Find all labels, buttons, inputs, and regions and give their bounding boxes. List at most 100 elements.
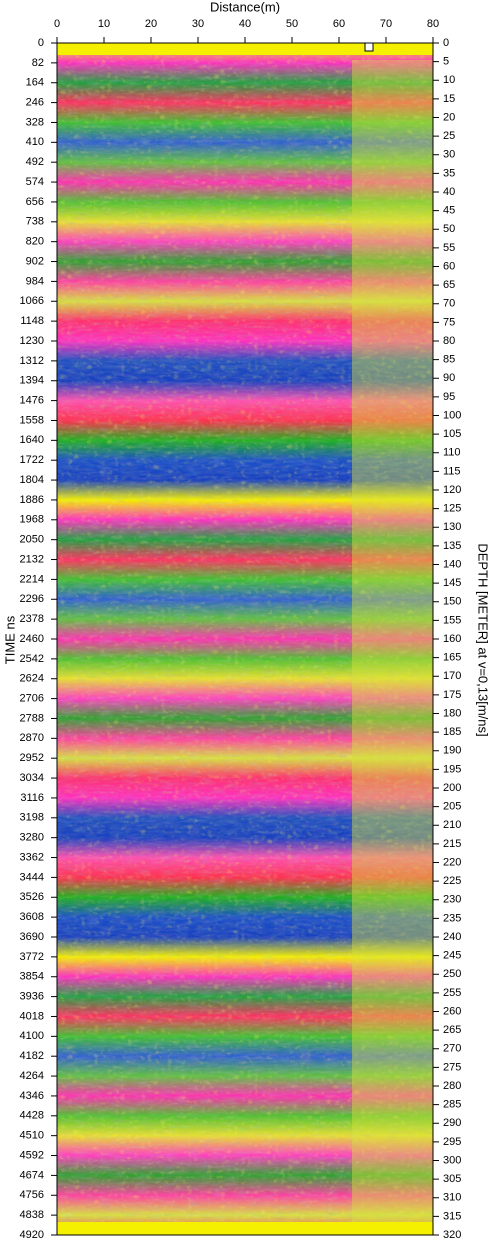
y-tick-label: 3936	[20, 991, 44, 1003]
y-tick-label: 2296	[20, 593, 44, 605]
y2-tick-label: 225	[443, 875, 461, 887]
x-tick-label: 10	[98, 18, 110, 30]
y-tick-label: 1886	[20, 494, 44, 506]
y2-tick-label: 80	[443, 335, 455, 347]
y-tick-label: 1476	[20, 395, 44, 407]
y2-tick-label: 245	[443, 950, 461, 962]
y-tick-label: 3034	[20, 772, 44, 784]
y2-tick-label: 130	[443, 521, 461, 533]
y-tick-label: 2870	[20, 732, 44, 744]
y2-tick-label: 210	[443, 819, 461, 831]
y-tick-label: 2952	[20, 752, 44, 764]
x-tick-label: 20	[145, 18, 157, 30]
y-tick-label: 246	[26, 97, 44, 109]
y2-tick-label: 285	[443, 1099, 461, 1111]
y2-tick-label: 190	[443, 745, 461, 757]
y-tick-label: 1312	[20, 355, 44, 367]
y-tick-label: 1968	[20, 514, 44, 526]
y-tick-label: 4838	[20, 1209, 44, 1221]
y-tick-label: 574	[26, 176, 44, 188]
y-tick-label: 4510	[20, 1130, 44, 1142]
y2-tick-label: 50	[443, 223, 455, 235]
y2-tick-label: 205	[443, 801, 461, 813]
y2-tick-label: 20	[443, 111, 455, 123]
y-tick-label: 3198	[20, 812, 44, 824]
y2-tick-label: 30	[443, 149, 455, 161]
y-tick-label: 4346	[20, 1090, 44, 1102]
y2-tick-label: 200	[443, 782, 461, 794]
y-tick-label: 3280	[20, 832, 44, 844]
y-tick-label: 3854	[20, 971, 44, 983]
y2-tick-label: 75	[443, 316, 455, 328]
y-tick-label: 2132	[20, 553, 44, 565]
y2-tick-label: 135	[443, 540, 461, 552]
y2-tick-label: 170	[443, 670, 461, 682]
y2-tick-label: 300	[443, 1154, 461, 1166]
x-tick-label: 50	[286, 18, 298, 30]
y2-tick-label: 60	[443, 260, 455, 272]
y2-tick-label: 240	[443, 931, 461, 943]
y2-tick-label: 230	[443, 894, 461, 906]
y-tick-label: 2460	[20, 633, 44, 645]
y2-tick-label: 155	[443, 614, 461, 626]
y2-tick-label: 160	[443, 633, 461, 645]
y2-tick-label: 95	[443, 391, 455, 403]
y-tick-label: 164	[26, 77, 44, 89]
x-axis-title: Distance(m)	[210, 0, 280, 14]
y-tick-label: 1640	[20, 434, 44, 446]
y-tick-label: 1230	[20, 335, 44, 347]
y2-tick-label: 195	[443, 763, 461, 775]
y2-tick-label: 5	[443, 56, 449, 68]
y-tick-label: 3116	[20, 792, 44, 804]
y2-tick-label: 40	[443, 186, 455, 198]
y2-tick-label: 125	[443, 503, 461, 515]
y-tick-label: 4018	[20, 1010, 44, 1022]
y2-tick-label: 25	[443, 130, 455, 142]
y-tick-label: 2542	[20, 653, 44, 665]
y2-tick-label: 10	[443, 74, 455, 86]
y2-tick-label: 120	[443, 484, 461, 496]
y2-tick-label: 260	[443, 1005, 461, 1017]
y-tick-label: 2050	[20, 534, 44, 546]
y-tick-label: 3772	[20, 951, 44, 963]
y-tick-label: 984	[26, 275, 44, 287]
x-tick-label: 80	[427, 18, 439, 30]
y-tick-label: 3690	[20, 931, 44, 943]
y2-tick-label: 70	[443, 298, 455, 310]
y2-tick-label: 165	[443, 652, 461, 664]
y-tick-label: 4592	[20, 1149, 44, 1161]
x-tick-label: 40	[239, 18, 251, 30]
y-tick-label: 2788	[20, 712, 44, 724]
y-tick-label: 3444	[20, 871, 44, 883]
y-tick-label: 492	[26, 156, 44, 168]
y-tick-label: 2378	[20, 613, 44, 625]
y-tick-label: 4756	[20, 1189, 44, 1201]
y2-tick-label: 320	[443, 1229, 461, 1241]
y-tick-label: 820	[26, 236, 44, 248]
y-tick-label: 738	[26, 216, 44, 228]
y2-tick-label: 90	[443, 372, 455, 384]
y-tick-label: 1722	[20, 454, 44, 466]
y2-tick-label: 15	[443, 93, 455, 105]
y2-tick-label: 45	[443, 205, 455, 217]
x-tick-label: 60	[333, 18, 345, 30]
y2-tick-label: 275	[443, 1061, 461, 1073]
y-tick-label: 328	[26, 116, 44, 128]
y2-tick-label: 305	[443, 1173, 461, 1185]
y2-tick-label: 150	[443, 596, 461, 608]
y2-tick-label: 315	[443, 1210, 461, 1222]
y-tick-label: 902	[26, 255, 44, 267]
y-tick-label: 4264	[20, 1070, 44, 1082]
y2-tick-label: 145	[443, 577, 461, 589]
y2-tick-label: 265	[443, 1024, 461, 1036]
y2-tick-label: 110	[443, 447, 461, 459]
y-tick-label: 4100	[20, 1030, 44, 1042]
x-tick-label: 0	[54, 18, 60, 30]
y-tick-label: 4920	[20, 1229, 44, 1241]
y-tick-label: 3526	[20, 891, 44, 903]
y2-tick-label: 175	[443, 689, 461, 701]
y-tick-label: 2624	[20, 673, 44, 685]
y-tick-label: 82	[32, 57, 44, 69]
radargram-image	[57, 42, 433, 1235]
